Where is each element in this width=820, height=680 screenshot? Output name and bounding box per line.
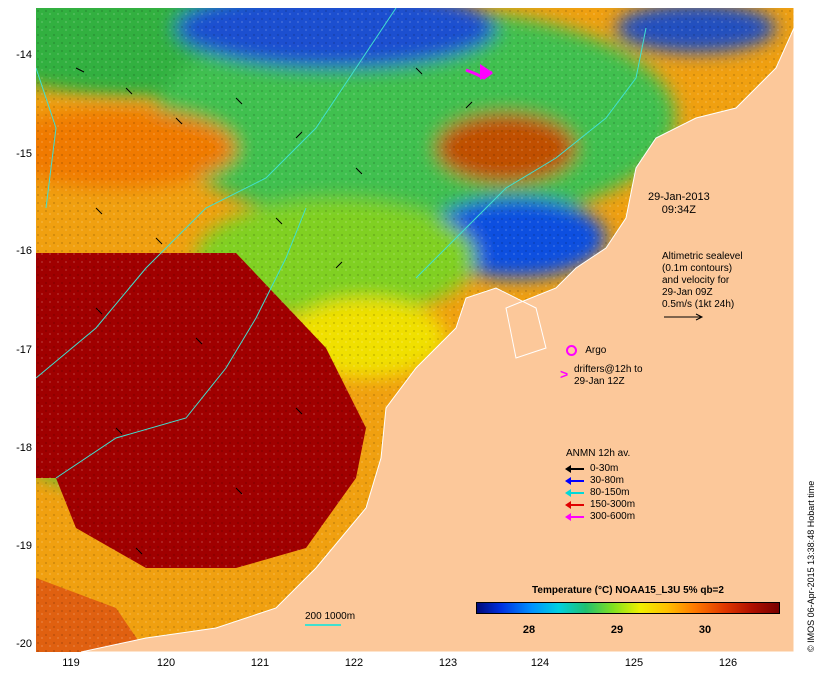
velocity-scale-arrow-icon: [664, 313, 704, 321]
altimetry-line: 0.5m/s (1kt 24h): [662, 299, 735, 310]
drifter-legend: > drifters@12h to 29-Jan 12Z: [560, 364, 643, 388]
credit-text: © IMOS 06-Apr-2015 13:38:48 Hobart time: [806, 480, 816, 652]
anmn-item-label: 80-150m: [590, 487, 630, 498]
anmn-item: 300-600m: [565, 511, 636, 523]
ytick-label: -20: [16, 638, 32, 650]
colorbar-tick-label: 29: [610, 624, 624, 636]
xtick-label: 120: [156, 657, 176, 669]
arrow-icon: [565, 489, 584, 497]
anmn-item-label: 30-80m: [590, 475, 624, 486]
map-canvas: [36, 8, 794, 652]
argo-legend: Argo: [566, 345, 606, 357]
arrow-icon: [565, 477, 584, 485]
sst-map[interactable]: [36, 8, 794, 652]
xtick-label: 123: [438, 657, 458, 669]
image-date: 29-Jan-2013 09:34Z: [648, 191, 710, 217]
arrow-icon: [565, 501, 584, 509]
drifter-line: 29-Jan 12Z: [574, 376, 625, 387]
anmn-item: 150-300m: [565, 499, 636, 511]
altimetry-line: (0.1m contours): [662, 263, 733, 274]
arrow-icon: [565, 465, 584, 473]
altimetry-line: and velocity for: [662, 275, 730, 286]
xtick-label: 119: [62, 657, 80, 669]
anmn-item-label: 150-300m: [590, 499, 636, 510]
ytick-label: -16: [16, 245, 32, 257]
arrow-icon: [565, 513, 584, 521]
anmn-item: 0-30m: [565, 463, 635, 475]
anmn-item: 30-80m: [565, 475, 635, 487]
colorbar-tick-label: 28: [522, 624, 536, 636]
depth-contour-line: [305, 624, 341, 626]
ytick-label: -14: [16, 49, 32, 61]
argo-label: Argo: [585, 345, 607, 357]
xtick-label: 124: [530, 657, 550, 669]
drifter-chevron-icon: >: [560, 366, 569, 382]
xtick-label: 125: [624, 657, 644, 669]
xtick-label: 126: [718, 657, 738, 669]
ytick-label: -19: [16, 540, 32, 552]
anmn-item: 80-150m: [565, 487, 635, 499]
altimetry-line: Altimetric sealevel: [662, 251, 743, 262]
altimetry-line: 29-Jan 09Z: [662, 287, 713, 298]
anmn-item-label: 0-30m: [590, 463, 619, 474]
anmn-item-label: 300-600m: [590, 511, 636, 522]
velocity-vectors: [75, 67, 473, 555]
colorbar-title: Temperature (°C) NOAA15_L3U 5% qb=2: [532, 585, 724, 596]
argo-circle-icon: [566, 345, 577, 356]
anmn-legend: ANMN 12h av. 0-30m 30-80m 80-150m 150-30…: [565, 448, 636, 523]
xtick-label: 122: [344, 657, 364, 669]
altimetry-note: Altimetric sealevel (0.1m contours) and …: [662, 251, 743, 321]
depth-contour-label: 200 1000m: [305, 611, 356, 622]
ytick-label: -15: [16, 148, 32, 160]
ytick-label: -18: [16, 442, 32, 454]
drifter-marker: [465, 64, 493, 80]
altimetry-contours: [36, 8, 647, 479]
temperature-colorbar: [476, 602, 780, 614]
ytick-label: -17: [16, 344, 32, 356]
date-text: 29-Jan-2013: [648, 191, 710, 203]
time-text: 09:34Z: [661, 204, 697, 216]
drifter-line: drifters@12h to: [574, 364, 643, 375]
land-area: [80, 8, 794, 652]
colorbar-tick-label: 30: [698, 624, 712, 636]
xtick-label: 121: [250, 657, 270, 669]
anmn-title: ANMN 12h av.: [566, 448, 631, 459]
